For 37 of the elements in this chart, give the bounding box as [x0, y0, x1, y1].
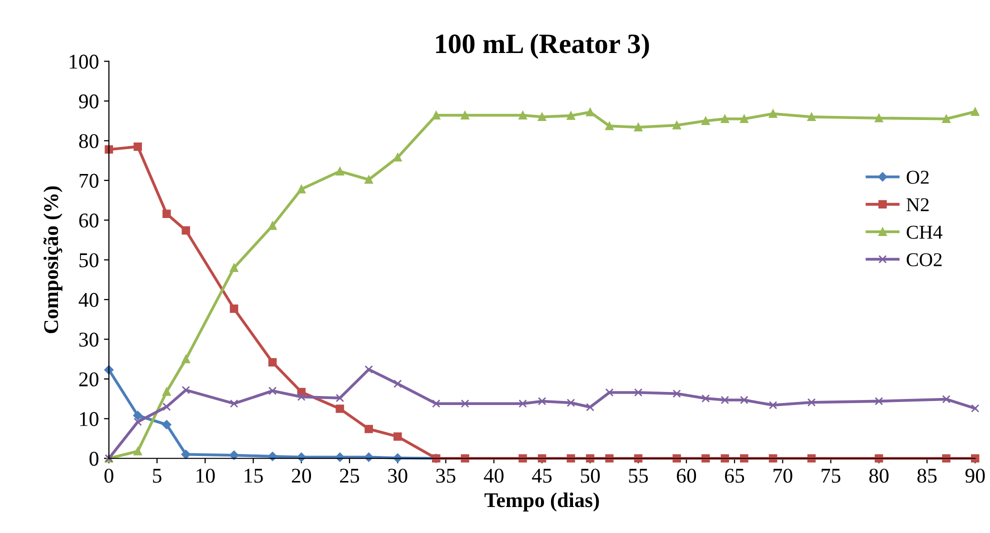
- x-tick-label: 20: [292, 468, 312, 483]
- legend-label: O2: [906, 170, 929, 184]
- y-tick-label: 80: [79, 134, 98, 148]
- x-tick-label: 30: [388, 468, 408, 483]
- x-tick-label: 80: [869, 468, 889, 483]
- x-tick-label: 70: [774, 468, 792, 483]
- legend-label: CH4: [906, 226, 942, 239]
- x-tick-label: 90: [965, 468, 985, 483]
- y-tick-label: 40: [78, 292, 98, 307]
- y-tick-label: 70: [80, 174, 98, 188]
- legend-label: CO2: [906, 253, 942, 266]
- x-tick-label: 40: [484, 468, 504, 483]
- x-tick-label: 65: [725, 468, 744, 483]
- y-tick-label: 30: [79, 332, 98, 347]
- legend-label: N2: [906, 198, 929, 212]
- x-tick-label: 5: [153, 468, 162, 483]
- y-tick-label: 0: [90, 452, 98, 466]
- y-tick-label: 20: [79, 372, 98, 386]
- y-tick-label: 10: [80, 412, 98, 426]
- x-tick-label: 50: [580, 468, 600, 483]
- x-tick-label: 35: [436, 468, 456, 483]
- x-tick-label: 0: [104, 468, 114, 483]
- x-axis-title: Tempo (dias): [484, 492, 599, 512]
- x-tick-label: 75: [822, 468, 840, 483]
- x-tick-label: 60: [676, 468, 696, 483]
- x-tick-label: 85: [917, 468, 937, 483]
- x-tick-label: 45: [532, 468, 552, 483]
- chart-title: 100 mL (Reator 3): [436, 34, 649, 59]
- y-tick-label: 90: [79, 94, 98, 108]
- x-tick-label: 15: [244, 468, 263, 483]
- x-tick-label: 25: [340, 468, 360, 483]
- y-tick-label: 60: [79, 214, 98, 228]
- y-tick-label: 50: [80, 253, 98, 268]
- y-tick-label: 100: [70, 54, 98, 69]
- y-axis-title: Composição (%): [43, 186, 62, 334]
- x-tick-label: 55: [629, 468, 648, 483]
- x-tick-label: 10: [196, 468, 215, 483]
